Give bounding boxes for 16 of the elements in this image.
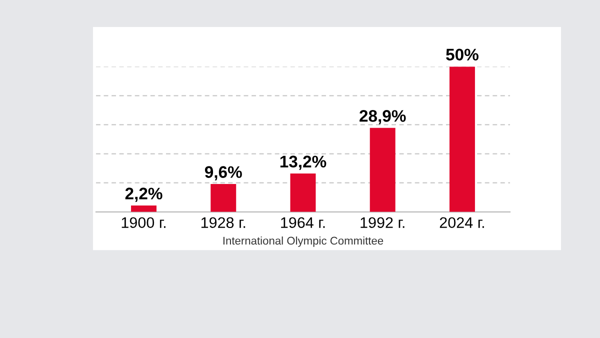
data-label: 13,2% bbox=[280, 156, 326, 170]
x-tick-label: 2024 г. bbox=[440, 217, 484, 228]
data-label: 9,6% bbox=[204, 166, 242, 180]
x-tick-label: 1928 г. bbox=[201, 217, 246, 228]
data-label: 28,9% bbox=[360, 110, 406, 124]
bar bbox=[290, 174, 316, 212]
x-tick-label: 1992 г. bbox=[360, 217, 404, 228]
bar bbox=[131, 206, 157, 212]
data-label: 2,2% bbox=[125, 188, 162, 202]
bar bbox=[210, 184, 236, 212]
text: International Olympic Committee bbox=[223, 236, 384, 247]
x-tick-label: 1900 г. bbox=[122, 217, 166, 228]
x-tick-label: 1964 г. bbox=[281, 217, 325, 228]
bar bbox=[370, 128, 396, 212]
data-label: 50% bbox=[446, 48, 478, 61]
bar bbox=[449, 66, 475, 212]
